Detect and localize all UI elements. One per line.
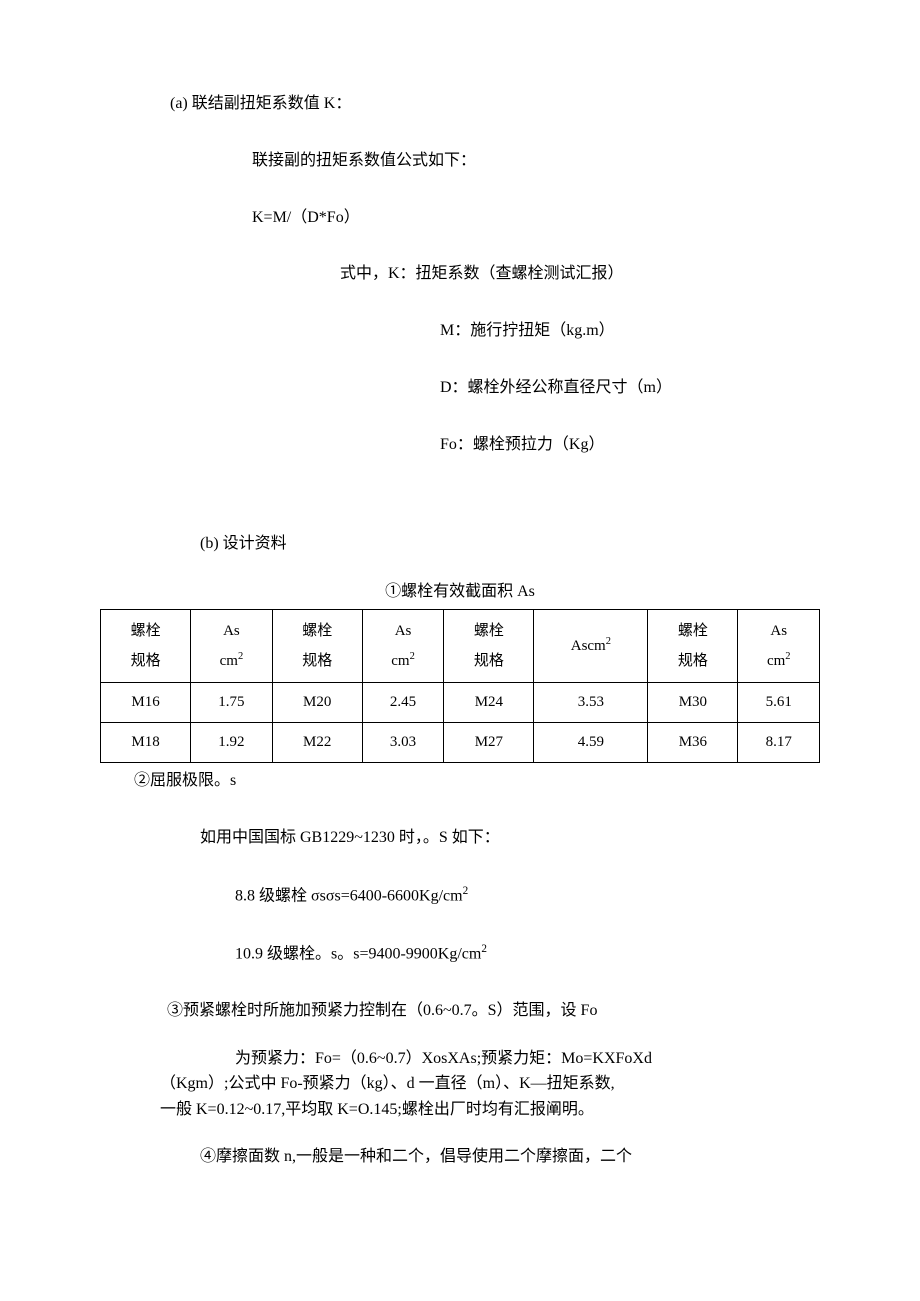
col-as-1: Ascm2	[191, 610, 272, 683]
col-as-4: Ascm2	[738, 610, 820, 683]
bolt-109: 10.9 级螺栓。s。s=9400-9900Kg/cm2	[235, 939, 820, 969]
bolt-88: 8.8 级螺栓 σsσs=6400-6600Kg/cm2	[235, 881, 820, 911]
def-d: D：螺栓外经公称直径尺寸（m）	[440, 374, 820, 403]
def-fo: Fo：螺栓预拉力（Kg）	[440, 431, 820, 460]
col-spec-3: 螺栓规格	[444, 610, 534, 683]
col-spec-4: 螺栓规格	[648, 610, 738, 683]
cell: M24	[444, 683, 534, 723]
table-row: M16 1.75 M20 2.45 M24 3.53 M30 5.61	[101, 683, 820, 723]
cell: M22	[272, 723, 362, 763]
table-caption: ①螺栓有效截面积 As	[100, 578, 820, 607]
formula-line-2: （Kgm）;公式中 Fo-预紧力（kg）、d 一直径（m）、K—扭矩系数,	[160, 1071, 810, 1097]
formula-k: K=M/（D*Fo）	[252, 204, 820, 233]
cell: M18	[101, 723, 191, 763]
item-4: ④摩擦面数 n,一般是一种和二个，倡导使用二个摩擦面，二个	[200, 1143, 820, 1172]
col-as-3: Ascm2	[534, 610, 648, 683]
cell: M20	[272, 683, 362, 723]
item-3: ③预紧螺栓时所施加预紧力控制在（0.6~0.7。S）范围，设 Fo	[167, 997, 820, 1026]
table-row: M18 1.92 M22 3.03 M27 4.59 M36 8.17	[101, 723, 820, 763]
cell: M27	[444, 723, 534, 763]
section-a-title: (a) 联结副扭矩系数值 K：	[170, 90, 820, 119]
cell: M16	[101, 683, 191, 723]
cell: 8.17	[738, 723, 820, 763]
cell: 3.03	[362, 723, 443, 763]
where-label: 式中，K：扭矩系数（查螺栓测试汇报）	[340, 260, 820, 289]
table-header-row: 螺栓规格 Ascm2 螺栓规格 Ascm2 螺栓规格 Ascm2 螺栓规格 As…	[101, 610, 820, 683]
cell: 1.92	[191, 723, 272, 763]
item-2-label: ②屈服极限。s	[134, 767, 820, 796]
col-spec-1: 螺栓规格	[101, 610, 191, 683]
formula-block: 为预紧力：Fo=（0.6~0.7）XosXAs;预紧力矩：Mo=KXFoXd （…	[160, 1046, 810, 1123]
item-2-text: 如用中国国标 GB1229~1230 时，。S 如下：	[200, 824, 820, 853]
cell: 3.53	[534, 683, 648, 723]
cell: M30	[648, 683, 738, 723]
cell: 2.45	[362, 683, 443, 723]
cell: 5.61	[738, 683, 820, 723]
cell: M36	[648, 723, 738, 763]
section-b-title: (b) 设计资料	[200, 530, 820, 559]
formula-line-3: 一般 K=0.12~0.17,平均取 K=O.145;螺栓出厂时均有汇报阐明。	[160, 1097, 810, 1123]
def-m: M：施行拧扭矩（kg.m）	[440, 317, 820, 346]
formula-line-1: 为预紧力：Fo=（0.6~0.7）XosXAs;预紧力矩：Mo=KXFoXd	[235, 1046, 810, 1072]
formula-description: 联接副的扭矩系数值公式如下：	[252, 147, 820, 176]
col-as-2: Ascm2	[362, 610, 443, 683]
cell: 4.59	[534, 723, 648, 763]
bolt-area-table: 螺栓规格 Ascm2 螺栓规格 Ascm2 螺栓规格 Ascm2 螺栓规格 As…	[100, 609, 820, 763]
cell: 1.75	[191, 683, 272, 723]
col-spec-2: 螺栓规格	[272, 610, 362, 683]
